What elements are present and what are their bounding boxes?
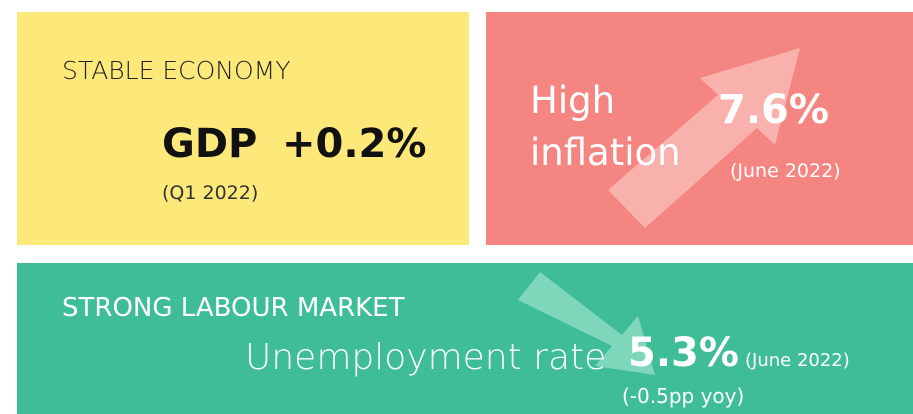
panel-title: STABLE ECONOMY (62, 56, 291, 85)
unemployment-value: 5.3% (628, 330, 739, 376)
labour-panel (17, 263, 913, 414)
down-arrow (518, 272, 655, 375)
up-arrow (608, 48, 800, 228)
unemployment-label: Unemployment rate (245, 337, 606, 378)
inflation-value: 7.6% (718, 87, 829, 133)
panel-title-line: inflation (530, 131, 681, 174)
gdp-value: +0.2% (282, 121, 426, 167)
inflation-note: (June 2022) (730, 160, 841, 182)
gdp-note: (Q1 2022) (162, 182, 258, 204)
gdp-label: GDP (162, 121, 257, 167)
panel-title: STRONG LABOUR MARKET (62, 293, 405, 323)
unemployment-change: (-0.5pp yoy) (622, 384, 744, 408)
unemployment-note: (June 2022) (745, 350, 850, 371)
panel-title-line: High (530, 79, 615, 122)
economy-panel (17, 12, 469, 245)
